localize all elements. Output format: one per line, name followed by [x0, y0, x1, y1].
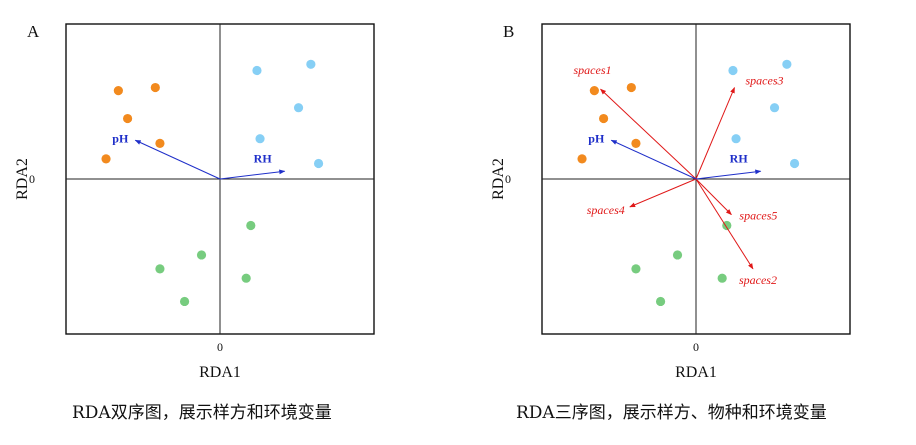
- site-point-orange: [626, 82, 636, 93]
- site-point-green: [672, 250, 683, 260]
- species-vector-arrow: [600, 88, 697, 180]
- site-point-green: [196, 250, 207, 260]
- species-vector-label: spaces4: [587, 203, 625, 217]
- caption-b: RDA三序图，展示样方、物种和环境变量: [516, 403, 827, 423]
- env-vector-label: RH: [254, 151, 273, 165]
- panel-label: B: [503, 22, 514, 41]
- species-vector-arrow: [695, 178, 754, 270]
- site-point-green: [241, 273, 251, 283]
- y-tick-label: 0: [29, 172, 35, 186]
- site-point-blue: [313, 158, 324, 169]
- site-point-blue: [728, 65, 738, 76]
- site-point-orange: [150, 82, 160, 93]
- panel-label: A: [27, 22, 40, 41]
- site-point-orange: [599, 113, 609, 124]
- site-point-orange: [101, 154, 111, 164]
- site-point-green: [179, 296, 190, 307]
- species-vector-label: spaces1: [574, 63, 612, 77]
- y-axis-label: RDA2: [14, 158, 31, 200]
- species-vector-label: spaces3: [746, 74, 784, 88]
- site-point-orange: [123, 113, 133, 124]
- species-vector-label: spaces5: [739, 209, 777, 223]
- site-point-blue: [782, 59, 792, 69]
- x-axis-label: RDA1: [199, 364, 241, 381]
- y-axis-label: RDA2: [490, 158, 507, 200]
- species-vector-arrow: [629, 178, 697, 208]
- site-point-blue: [252, 65, 262, 76]
- site-point-green: [631, 264, 641, 274]
- site-point-blue: [306, 59, 316, 69]
- site-point-green: [717, 273, 727, 283]
- panel-a: A 0 0 RDA1 RDA2 pH RH: [14, 22, 375, 381]
- env-vector-label: pH: [588, 131, 605, 145]
- site-point-blue: [789, 158, 800, 169]
- x-axis-label: RDA1: [675, 364, 717, 381]
- site-point-blue: [293, 103, 304, 113]
- site-point-blue: [731, 134, 741, 144]
- species-vector-arrow: [695, 86, 735, 180]
- site-point-orange: [577, 154, 587, 164]
- site-point-orange: [155, 138, 165, 148]
- y-tick-label: 0: [505, 172, 511, 186]
- site-point-blue: [255, 134, 265, 144]
- site-point-blue: [769, 103, 780, 113]
- site-point-green: [655, 296, 666, 307]
- site-point-orange: [113, 86, 123, 96]
- env-vector-arrow: [695, 169, 762, 180]
- species-vector-arrow: [695, 178, 732, 216]
- caption-a: RDA双序图，展示样方和环境变量: [72, 403, 332, 423]
- site-point-green: [246, 220, 256, 231]
- env-vector-label: pH: [112, 131, 129, 145]
- env-vector-label: RH: [730, 151, 749, 165]
- x-tick-label: 0: [693, 340, 699, 354]
- env-vector-arrow: [134, 139, 221, 180]
- panel-b: B 0 0 RDA1 RDA2 spaces1 spaces3 spaces4 spaces5 s…: [490, 22, 851, 381]
- site-point-orange: [589, 86, 599, 96]
- env-vector-arrow: [610, 139, 697, 180]
- site-point-orange: [631, 138, 641, 148]
- env-vector-arrow: [219, 169, 286, 180]
- x-tick-label: 0: [217, 340, 223, 354]
- site-point-green: [155, 264, 165, 274]
- species-vector-label: spaces2: [739, 273, 777, 287]
